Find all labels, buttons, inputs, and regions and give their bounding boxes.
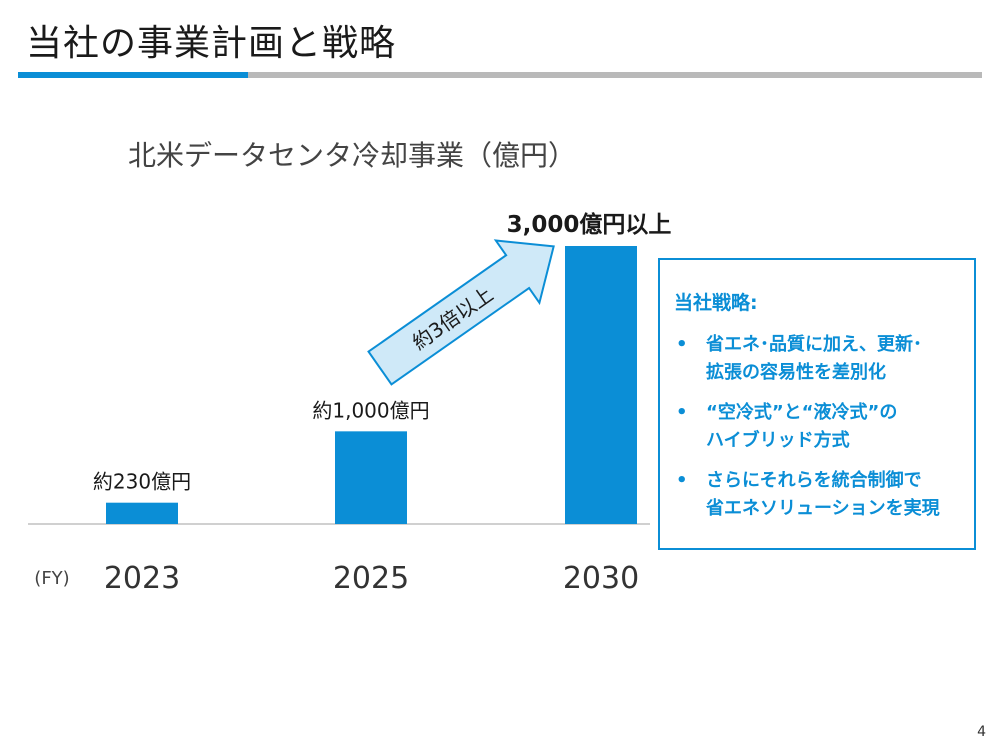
bar-2030: [565, 246, 637, 524]
strategy-item-line: さらにそれらを統合制御で: [706, 470, 922, 491]
tick-label: 2025: [333, 561, 409, 596]
page-number: 4: [977, 724, 986, 740]
strategy-item-line: 省エネソリューションを実現: [706, 498, 940, 519]
strategy-item: • さらにそれらを統合制御で 省エネソリューションを実現: [674, 467, 962, 523]
chart-title: 北米データセンタ冷却事業（億円）: [128, 139, 577, 172]
data-label: 約230億円: [93, 470, 191, 494]
strategy-item-line: “空冷式”と“液冷式”の: [706, 402, 898, 423]
strategy-heading: 当社戦略:: [674, 292, 758, 314]
strategy-item-line: ハイブリッド方式: [706, 430, 850, 451]
data-label: 3,000億円以上: [507, 211, 672, 238]
title-underline-accent: [18, 72, 248, 78]
strategy-box: 当社戦略: • 省エネ･品質に加え、更新･ 拡張の容易性を差別化 • “空冷式”…: [658, 258, 976, 550]
title-underline: [248, 72, 982, 78]
bar-2025: [335, 431, 407, 524]
strategy-item: • “空冷式”と“液冷式”の ハイブリッド方式: [674, 399, 962, 455]
strategy-item-line: 省エネ･品質に加え、更新･: [706, 334, 922, 355]
arrow-shape: [367, 239, 555, 386]
bullet-icon: •: [676, 402, 688, 423]
x-axis-label: (FY): [34, 568, 69, 589]
bar-2023: [106, 502, 178, 524]
tick-label: 2030: [563, 561, 639, 596]
data-label: 約1,000億円: [312, 398, 429, 422]
page-title: 当社の事業計画と戦略: [26, 23, 397, 64]
bullet-icon: •: [676, 470, 688, 491]
bullet-icon: •: [676, 334, 688, 355]
strategy-list: • 省エネ･品質に加え、更新･ 拡張の容易性を差別化 • “空冷式”と“液冷式”…: [674, 331, 962, 523]
strategy-item: • 省エネ･品質に加え、更新･ 拡張の容易性を差別化: [674, 331, 962, 387]
growth-arrow: 約3倍以上: [367, 239, 555, 386]
tick-label: 2023: [104, 561, 180, 596]
strategy-item-line: 拡張の容易性を差別化: [706, 362, 886, 383]
